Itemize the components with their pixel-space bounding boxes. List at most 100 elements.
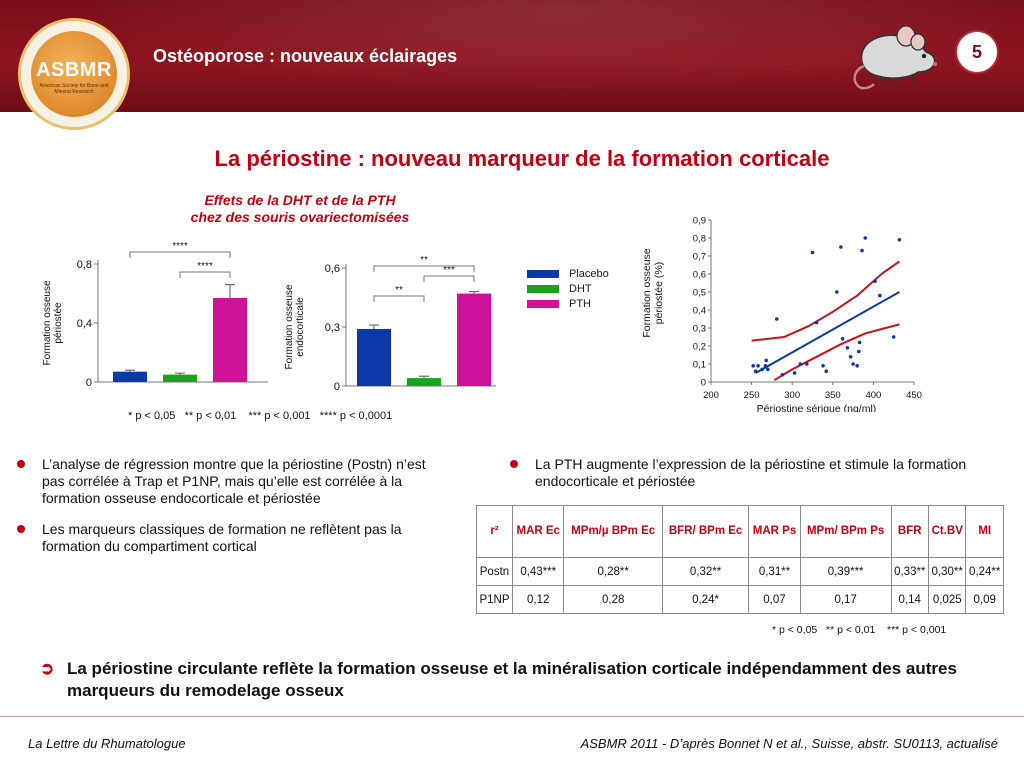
data-point xyxy=(763,364,768,368)
data-point xyxy=(774,317,779,321)
bullet-text: La PTH augmente l’expression de la pério… xyxy=(535,456,967,489)
y-label-line2: endocorticale xyxy=(295,297,306,357)
significance-label: ** xyxy=(395,285,403,296)
table-cell: 0,43*** xyxy=(511,557,565,586)
x-axis-label: Périostine sérique (ng/ml) xyxy=(757,403,877,412)
chart-legend: Placebo DHT PTH xyxy=(527,266,609,311)
table-header-cell: MPm/ BPm Ps xyxy=(799,505,892,558)
significance-label: *** xyxy=(443,265,455,276)
table-cell: Postn xyxy=(476,557,513,586)
legend-item-pth: PTH xyxy=(527,296,609,311)
table-header-cell: MPm/µ BPm Ec xyxy=(563,505,663,558)
bar-chart-1: 0 0,4 0,8 Formation osseuse périostée **** ***… xyxy=(42,241,268,389)
ci-lower-curve xyxy=(773,323,900,382)
legend-label: PTH xyxy=(569,297,591,310)
x-tick-label: 400 xyxy=(865,390,881,401)
conclusion-text: La périostine circulante reflète la form… xyxy=(67,659,957,700)
data-point xyxy=(821,364,825,368)
data-point xyxy=(751,364,756,368)
bar-dht xyxy=(407,378,441,386)
bullet-item: L’analyse de régression montre que la pé… xyxy=(14,456,444,507)
data-point xyxy=(855,364,859,368)
data-point xyxy=(891,335,896,339)
footer-source: ASBMR 2011 - D’après Bonnet N et al., Su… xyxy=(580,736,998,751)
data-point xyxy=(814,320,819,325)
header-title: Ostéoporose : nouveaux éclairages xyxy=(153,46,458,66)
legend-label: DHT xyxy=(569,282,592,295)
table-cell: 0,33** xyxy=(890,557,929,586)
bullets-left: L’analyse de régression montre que la pé… xyxy=(14,456,444,569)
y-axis-label: Formation osseuse périostée (%) xyxy=(641,248,665,337)
data-point xyxy=(840,337,845,341)
data-point xyxy=(792,371,797,375)
y-tick-label: 0 xyxy=(701,378,706,389)
data-point xyxy=(848,355,853,359)
table-cell: 0,17 xyxy=(799,585,892,614)
data-point xyxy=(835,290,839,294)
conclusion: ➲ La périostine circulante reflète la fo… xyxy=(40,658,1010,702)
charts-caption: Effets de la DHT et de la PTH chez des s… xyxy=(90,192,510,226)
data-point xyxy=(839,245,843,249)
legend-swatch xyxy=(527,284,559,293)
bullet-dot-icon xyxy=(17,525,25,533)
y-tick-label: 0,6 xyxy=(693,270,706,281)
data-point xyxy=(845,346,850,350)
table-cell: 0,30** xyxy=(927,557,967,586)
table-row: Postn 0,43*** 0,28** 0,32** 0,31** 0,39*** 0,3… xyxy=(476,557,1004,586)
data-point xyxy=(810,250,815,255)
bar-pth xyxy=(457,293,491,386)
y-label-line1: Formation osseuse xyxy=(284,284,295,369)
bullets-right: La PTH augmente l’expression de la pério… xyxy=(507,456,1007,504)
data-point xyxy=(851,362,855,366)
mouse-icon xyxy=(853,25,937,90)
table-cell: P1NP xyxy=(476,585,513,614)
table-cell: 0,31** xyxy=(748,557,801,586)
table-cell: 0,24* xyxy=(661,585,750,614)
asbmr-logo: ASBMR American Society for Bone and Mine… xyxy=(18,18,130,130)
y-label-line1: Formation osseuse xyxy=(42,280,53,365)
table-header-row: r² MAR Ec MPm/µ BPm Ec BFR/ BPm Ec MAR Ps MPm… xyxy=(476,505,1004,558)
y-tick-label: 0,3 xyxy=(325,322,340,334)
y-tick-label: 0,3 xyxy=(693,324,706,335)
table-header-cell: BFR/ BPm Ec xyxy=(661,505,750,558)
pvalues-legend-table: * p < 0,05 ** p < 0,01 *** p < 0,001 xyxy=(772,624,947,636)
data-point xyxy=(856,349,861,354)
table-cell: 0,32** xyxy=(661,557,750,586)
y-label-line1: Formation osseuse xyxy=(641,248,653,337)
y-axis-label: Formation osseuse endocorticale xyxy=(284,284,306,369)
y-tick-label: 0,7 xyxy=(693,252,706,263)
data-point xyxy=(863,236,868,240)
table-header-cell: BFR xyxy=(890,505,929,558)
table-cell: 0,025 xyxy=(927,585,967,614)
logo-emblem: ASBMR American Society for Bone and Mine… xyxy=(31,31,117,117)
bullet-dot-icon xyxy=(510,460,518,468)
table-row: P1NP 0,12 0,28 0,24* 0,07 0,17 0,14 0,025 0,09 xyxy=(476,585,1004,614)
significance-label: ** xyxy=(420,255,428,266)
data-point xyxy=(760,367,764,372)
charts-caption-line1: Effets de la DHT et de la PTH xyxy=(204,192,396,208)
data-point xyxy=(780,373,785,377)
ci-upper-curve xyxy=(751,260,900,342)
y-tick-label: 0,9 xyxy=(693,216,706,227)
table-header-cell: Ct.BV xyxy=(927,505,967,558)
y-tick-label: 0,2 xyxy=(693,342,706,353)
bullet-item: Les marqueurs classiques de formation ne… xyxy=(14,521,444,555)
logo-subtitle: American Society for Bone and Mineral Re… xyxy=(39,83,109,95)
bar-pth xyxy=(213,297,247,382)
scatter-chart: 0 0,1 0,2 0,3 0,4 0,5 0,6 0,7 0,8 0,9 200 250 300 350… xyxy=(641,216,922,413)
table-cell: 0,07 xyxy=(748,585,801,614)
legend-label: Placebo xyxy=(569,267,609,280)
table-header-cell: MAR Ec xyxy=(511,505,565,558)
y-tick-label: 0,8 xyxy=(77,259,92,271)
table-body: Postn 0,43*** 0,28** 0,32** 0,31** 0,39*** 0,3… xyxy=(476,557,1004,614)
y-tick-label: 0,5 xyxy=(693,288,706,299)
data-point xyxy=(857,340,862,345)
significance-bracket xyxy=(373,295,425,302)
significance-bracket xyxy=(373,265,475,272)
x-tick-label: 300 xyxy=(784,390,800,401)
data-point xyxy=(766,367,770,372)
bullet-text: L’analyse de régression montre que la pé… xyxy=(42,456,426,506)
y-tick-label: 0 xyxy=(334,381,340,393)
